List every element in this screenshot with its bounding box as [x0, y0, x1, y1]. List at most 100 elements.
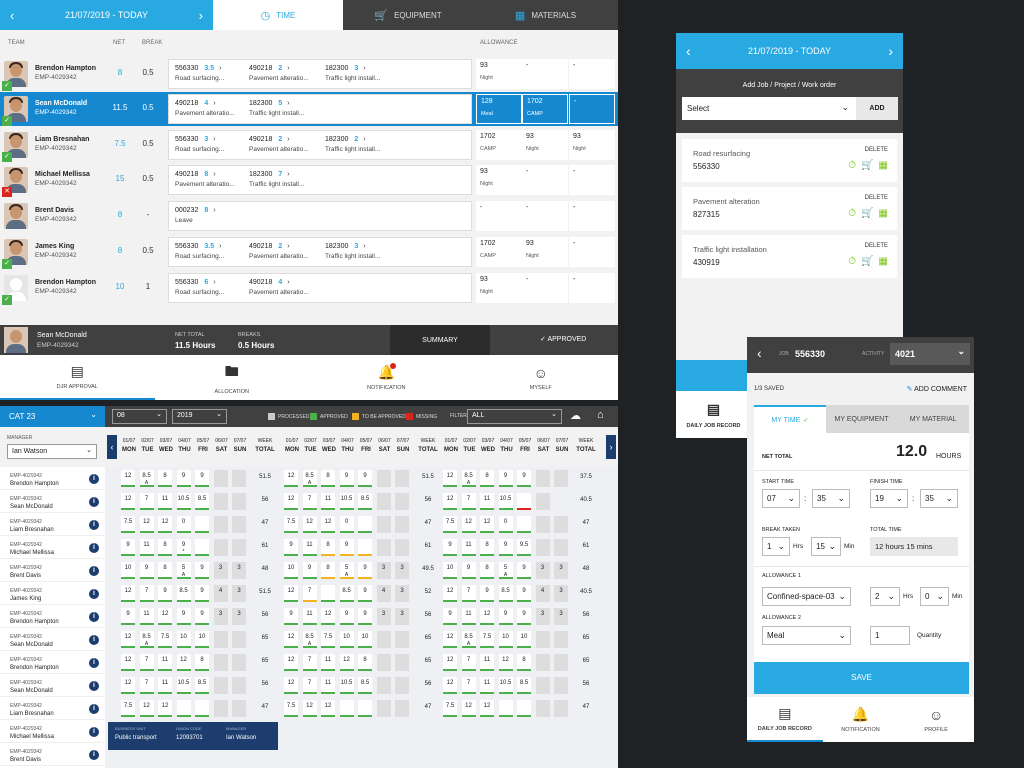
employee-row[interactable]: EMP-4029342 Michael Mellissa i — [0, 720, 105, 743]
hours-cell[interactable]: 12 — [461, 700, 476, 717]
hours-cell[interactable]: 8 — [321, 562, 335, 579]
hours-cell[interactable]: 4 — [535, 585, 550, 602]
hours-cell[interactable] — [554, 677, 568, 694]
hours-cell[interactable]: 12 — [302, 516, 317, 533]
delete-button[interactable]: DELETE — [864, 195, 888, 201]
job-card[interactable]: Traffic light installation 430919 DELETE ⏱ 🛒… — [682, 235, 897, 278]
hours-cell[interactable]: 9 — [358, 608, 372, 625]
hours-cell[interactable]: 9 — [121, 539, 135, 556]
hours-cell[interactable]: 9 — [302, 562, 317, 579]
allowance-cell[interactable]: 128 Meal — [476, 94, 522, 124]
hours-cell[interactable]: 8.5 — [358, 493, 372, 510]
employee-row[interactable]: EMP-4029342 Brent Davis i — [0, 743, 105, 766]
hours-cell[interactable]: 8 — [195, 654, 209, 671]
hours-cell[interactable]: 11 — [158, 493, 172, 510]
hours-cell[interactable]: 7 — [139, 493, 154, 510]
hours-cell[interactable]: 7 — [302, 493, 317, 510]
allowance-cell[interactable]: 1702 CAMP — [522, 94, 568, 124]
category-select[interactable]: CAT 23 ⌄ — [0, 406, 105, 427]
job-entry[interactable]: 556330 6 › Road surfacing... — [175, 279, 224, 296]
employee-row[interactable]: EMP-4029342 Brendon Hampton i — [0, 605, 105, 628]
hours-cell[interactable]: 11 — [480, 654, 494, 671]
allowance-cell[interactable]: 93 Night — [522, 130, 568, 160]
hours-cell[interactable]: 10.5 — [339, 677, 354, 694]
employee-row[interactable]: EMP-4029342 Brendon Hampton i — [0, 651, 105, 674]
hours-cell[interactable] — [376, 700, 391, 717]
home-icon[interactable]: ⌂ — [597, 409, 604, 421]
info-icon[interactable]: i — [89, 520, 99, 530]
allowance-1-minutes-select[interactable]: 0 ⌄ — [920, 587, 949, 606]
hours-cell[interactable]: 8 — [321, 539, 335, 556]
tab-my-equipment[interactable]: MY EQUIPMENT — [825, 405, 898, 433]
hours-cell[interactable] — [554, 516, 568, 533]
hours-cell[interactable]: 10 — [121, 562, 135, 579]
break-minutes-select[interactable]: 15 ⌄ — [811, 537, 841, 556]
hours-cell[interactable]: 7.5 — [121, 700, 135, 717]
hours-cell[interactable] — [395, 654, 409, 671]
hours-cell[interactable]: 11 — [302, 539, 317, 556]
hours-cell[interactable]: 0 — [339, 516, 354, 533]
hours-cell[interactable]: 3 — [554, 608, 568, 625]
hours-cell[interactable] — [376, 516, 391, 533]
team-row[interactable]: ✓ Sean McDonald EMP-4029342 11.5 0.5 490218 4 ›… — [0, 92, 618, 126]
hours-cell[interactable]: 9 — [498, 608, 513, 625]
hours-cell[interactable] — [535, 539, 550, 556]
next-day-icon[interactable]: › — [198, 7, 203, 23]
hours-cell[interactable]: 9 — [517, 470, 531, 487]
hours-cell[interactable] — [232, 539, 246, 556]
hours-cell[interactable]: 9 — [339, 539, 354, 556]
job-entry[interactable]: 000232 8 › Leave — [175, 207, 216, 224]
hours-cell[interactable]: 10 — [284, 562, 298, 579]
break-hours-select[interactable]: 1 ⌄ — [762, 537, 790, 556]
hours-cell[interactable]: 12 — [284, 654, 298, 671]
info-icon[interactable]: i — [89, 750, 99, 760]
hours-cell[interactable]: 11 — [321, 493, 335, 510]
hours-cell[interactable]: 10.5 — [176, 677, 191, 694]
hours-cell[interactable]: 8 — [158, 562, 172, 579]
hours-cell[interactable] — [554, 700, 568, 717]
nav-myself[interactable]: ☺ MYSELF — [464, 355, 619, 400]
hours-cell[interactable]: 12 — [139, 700, 154, 717]
hours-cell[interactable]: 9 — [176, 608, 191, 625]
job-entry[interactable]: 556330 3 › Road surfacing... — [175, 136, 224, 153]
hours-cell[interactable]: 12 — [158, 608, 172, 625]
hours-cell[interactable]: 7.5 — [480, 631, 494, 648]
hours-cell[interactable]: 8.5 A — [139, 470, 154, 487]
hours-cell[interactable] — [195, 700, 209, 717]
hours-cell[interactable] — [358, 700, 372, 717]
hours-cell[interactable]: 9 — [358, 585, 372, 602]
hours-cell[interactable]: 7 — [139, 585, 154, 602]
hours-cell[interactable] — [535, 700, 550, 717]
hours-cell[interactable] — [232, 677, 246, 694]
hours-cell[interactable] — [535, 516, 550, 533]
hours-cell[interactable]: 9 — [284, 608, 298, 625]
hours-cell[interactable]: 9 — [498, 539, 513, 556]
hours-cell[interactable]: 10 — [195, 631, 209, 648]
hours-cell[interactable]: 12 — [284, 677, 298, 694]
hours-cell[interactable]: 12 — [121, 677, 135, 694]
hours-cell[interactable]: 9 — [195, 585, 209, 602]
hours-cell[interactable]: 7.5 — [158, 631, 172, 648]
hours-cell[interactable] — [213, 654, 228, 671]
hours-cell[interactable]: 11 — [158, 677, 172, 694]
hours-cell[interactable]: 12 — [443, 631, 457, 648]
hours-cell[interactable]: 7 — [139, 677, 154, 694]
hours-cell[interactable]: 12 — [443, 585, 457, 602]
hours-cell[interactable] — [395, 470, 409, 487]
hours-cell[interactable]: 10.5 — [498, 493, 513, 510]
hours-cell[interactable]: 8.5 — [339, 585, 354, 602]
allowance-cell[interactable]: - — [569, 59, 615, 89]
hours-cell[interactable]: 3 — [395, 585, 409, 602]
prev-day-icon[interactable]: ‹ — [10, 7, 15, 23]
hours-cell[interactable]: 9 — [358, 562, 372, 579]
team-row[interactable]: ✓ James King EMP-4029342 8 0.5 556330 3.5 › Road… — [0, 235, 618, 269]
hours-cell[interactable] — [339, 700, 354, 717]
hours-cell[interactable] — [213, 470, 228, 487]
hours-cell[interactable]: 7 — [302, 585, 317, 602]
hours-cell[interactable]: 3 — [213, 562, 228, 579]
allowance-cell[interactable]: - — [569, 165, 615, 195]
hours-cell[interactable]: 11 — [321, 677, 335, 694]
allowance-cell[interactable]: - — [476, 201, 522, 231]
